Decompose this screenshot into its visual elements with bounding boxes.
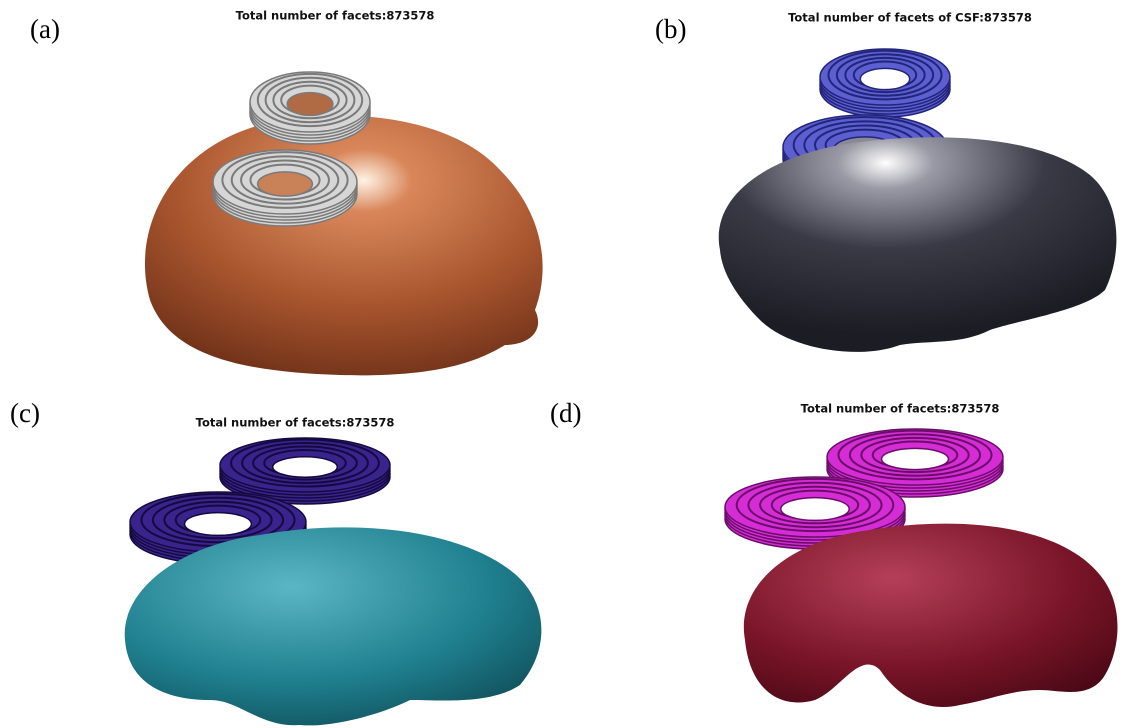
coil-hole [781,498,849,521]
csf-render [719,137,1117,352]
panel-label: (c) [10,398,40,428]
coil-hole [273,457,338,478]
coil [213,150,357,226]
panel-title: Total number of facets:873578 [801,402,1000,416]
panel-title: Total number of facets:873578 [236,9,435,23]
panel-label: (b) [655,14,686,44]
head-render [145,115,543,375]
coil-hole [258,172,313,196]
brain-render [125,527,542,725]
coil-hole [882,448,949,469]
panel-title: Total number of facets:873578 [196,416,395,430]
coil-hole [860,68,909,89]
panel-label: (a) [30,14,60,44]
panel-label: (d) [550,398,581,428]
brain-render [744,524,1118,707]
panel-d: (d) Total number of facets:873578 [550,398,1118,707]
figure: (a) Total number of facets:873578 (b) To… [0,0,1135,728]
panel-title: Total number of facets of CSF:873578 [788,11,1032,25]
coil-hole [185,513,252,536]
coil-hole [287,93,333,116]
